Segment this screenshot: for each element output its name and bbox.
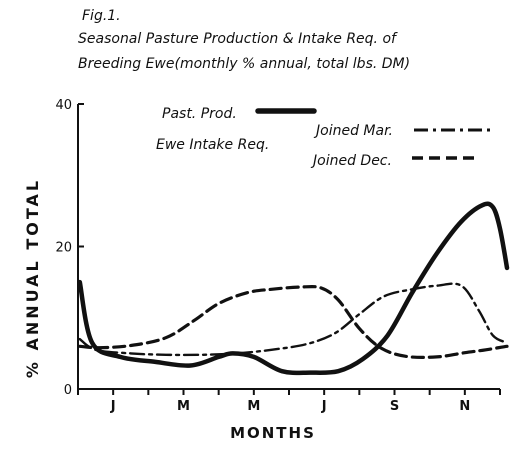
x-tick-label: M — [247, 399, 260, 414]
y-tick-label: 40 — [55, 98, 72, 113]
legend-label-past-prod: Past. Prod. — [162, 106, 237, 122]
x-tick-label: J — [110, 399, 116, 414]
series-line-0 — [77, 201, 510, 376]
y-ticks: 0 20 40 — [55, 98, 84, 398]
x-tick-label: J — [321, 399, 327, 414]
chart-title: Seasonal Pasture Production & Intake Req… — [78, 31, 398, 47]
legend: Past. Prod. Ewe Intake Req. Joined Mar. … — [156, 106, 492, 169]
series-line-1 — [78, 282, 509, 357]
legend-label-joined-mar: Joined Mar. — [313, 123, 393, 139]
series-lines — [77, 201, 510, 376]
series-line-2 — [78, 284, 509, 359]
title-block: Fig.1. Seasonal Pasture Production & Int… — [78, 8, 410, 72]
y-axis-label: % ANNUAL TOTAL — [23, 178, 42, 378]
y-tick-label: 0 — [64, 383, 72, 398]
x-tick-label: M — [177, 399, 190, 414]
legend-title: Ewe Intake Req. — [156, 137, 269, 153]
y-tick-label: 20 — [55, 241, 72, 256]
x-tick-label: S — [390, 399, 399, 414]
legend-label-joined-dec: Joined Dec. — [310, 153, 392, 169]
axes — [77, 104, 500, 390]
x-tick-label: N — [459, 399, 470, 414]
figure-label: Fig.1. — [82, 8, 121, 24]
x-axis-label: MONTHS — [230, 424, 316, 442]
chart-subtitle: Breeding Ewe(monthly % annual, total lbs… — [78, 56, 410, 72]
